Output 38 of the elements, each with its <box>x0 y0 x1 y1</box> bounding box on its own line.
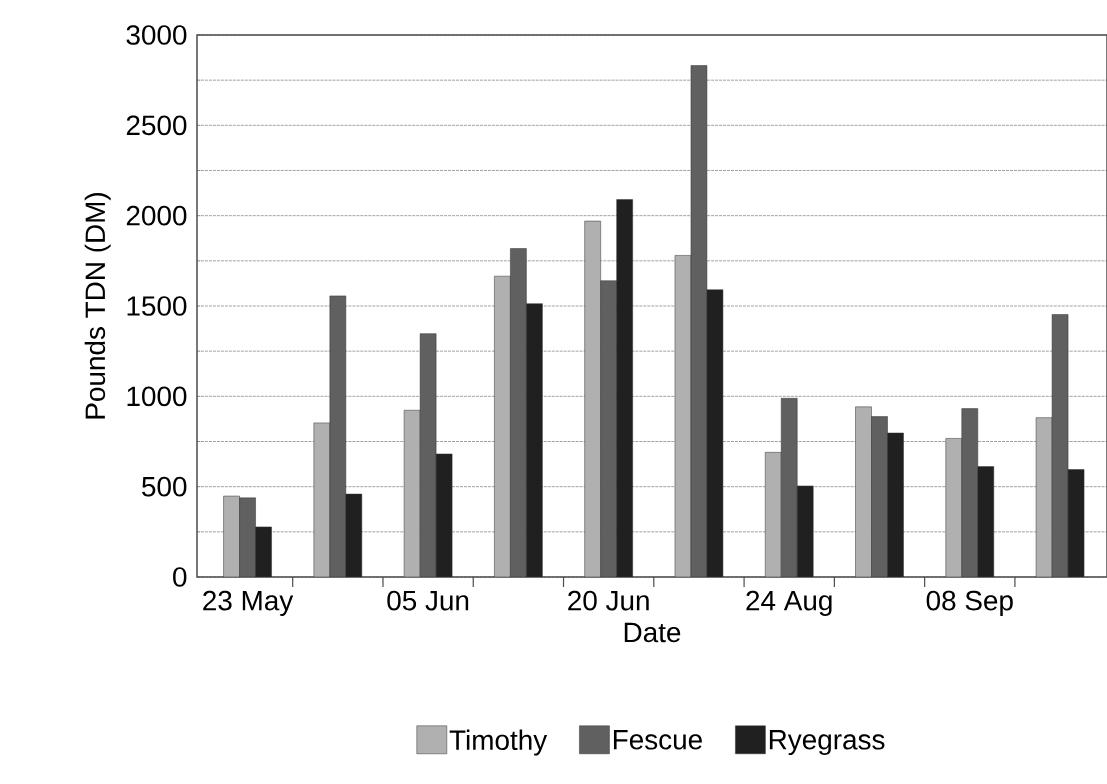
bar <box>977 466 995 577</box>
bar <box>887 432 904 577</box>
bar <box>526 303 543 577</box>
x-tick-label: 08 Sep <box>926 590 1013 617</box>
bar <box>313 422 331 577</box>
y-tick-label: 500 <box>142 476 187 497</box>
bar <box>945 438 963 577</box>
bar <box>855 406 872 577</box>
y-tick-label: 0 <box>173 567 187 587</box>
legend-label: Fescue <box>613 730 702 750</box>
x-tick-label: 20 Jun <box>568 590 649 611</box>
bar <box>764 452 782 577</box>
bar <box>600 280 617 577</box>
bar <box>345 493 363 577</box>
bar <box>796 485 814 577</box>
y-tick-label: 3000 <box>126 25 187 45</box>
x-tick-label: 05 Jun <box>387 590 469 611</box>
y-tick-label: 2000 <box>126 205 187 226</box>
y-tick-label: 2500 <box>126 115 187 136</box>
x-tick-label: 24 Aug <box>746 590 832 617</box>
y-tick-label: 1500 <box>127 296 187 316</box>
bar <box>584 220 601 577</box>
bar <box>961 408 979 577</box>
bar <box>510 248 527 577</box>
y-tick-label: 1000 <box>127 386 187 407</box>
bar <box>616 199 633 577</box>
bar <box>255 526 272 577</box>
bar <box>780 398 798 577</box>
bar <box>871 416 888 577</box>
x-tick-label: 23 May <box>203 590 294 617</box>
y-axis-title: Pounds TDN (DM) <box>84 193 111 419</box>
legend-label: Timothy <box>449 729 548 756</box>
legend-label: Ryegrass <box>769 730 885 756</box>
x-axis-title: Date <box>624 622 681 643</box>
bar <box>239 497 256 577</box>
bar <box>329 295 347 577</box>
bar <box>223 495 240 577</box>
bar <box>494 275 511 577</box>
